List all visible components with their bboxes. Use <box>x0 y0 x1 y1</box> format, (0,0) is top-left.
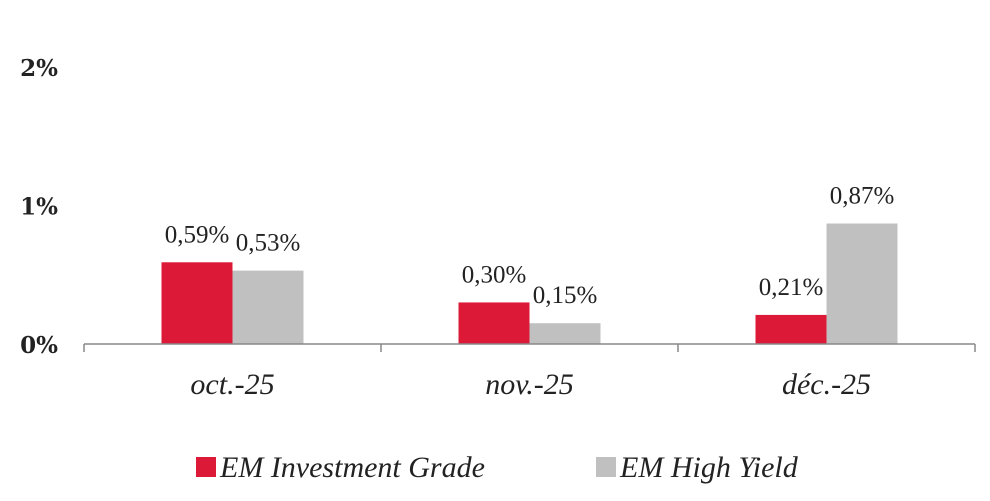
x-category-label: oct.-25 <box>190 368 274 401</box>
bars <box>161 223 898 344</box>
bar <box>232 270 304 344</box>
legend-swatch <box>596 457 616 477</box>
data-label: 0,21% <box>759 274 824 301</box>
bar <box>755 314 827 344</box>
data-label: 0,59% <box>165 221 230 248</box>
data-label: 0,53% <box>236 230 301 257</box>
bar <box>161 262 233 344</box>
legend-label: EM Investment Grade <box>219 451 485 484</box>
y-axis: 0% 1% 2% <box>20 55 58 359</box>
y-tick-label: 0% <box>20 332 58 359</box>
legend-label: EM High Yield <box>619 451 799 484</box>
legend-swatch <box>196 457 216 477</box>
y-tick-label: 2% <box>20 55 58 82</box>
x-category-label: nov.-25 <box>485 368 574 401</box>
legend: EM Investment Grade EM High Yield <box>196 451 799 484</box>
data-label: 0,87% <box>830 183 895 210</box>
bar <box>826 223 898 344</box>
data-label: 0,15% <box>533 282 598 309</box>
data-label: 0,30% <box>462 261 527 288</box>
x-category-label: déc.-25 <box>782 368 871 401</box>
data-labels: 0,59% 0,53% 0,30%0,15% 0,21% 0,87% <box>165 183 895 310</box>
y-tick-label: 1% <box>20 194 58 221</box>
bar <box>529 323 601 344</box>
bar <box>458 302 530 344</box>
x-axis: oct.-25 nov.-25 déc.-25 <box>83 343 976 401</box>
